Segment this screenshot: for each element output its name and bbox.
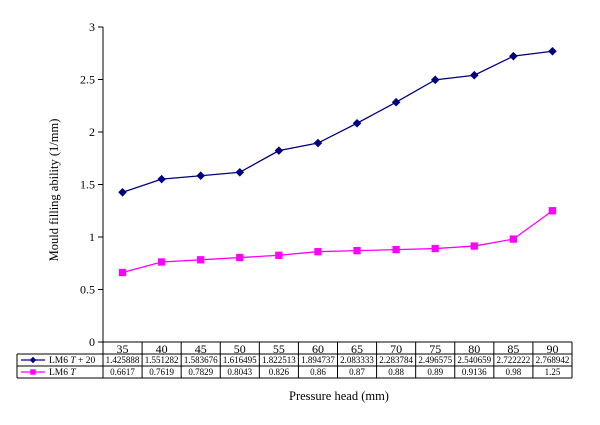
x-tick-label: 65	[351, 342, 363, 356]
table-cell-value: 0.7619	[149, 367, 174, 377]
legend-entry: LM6 T	[49, 368, 76, 378]
data-point-square	[431, 244, 439, 253]
data-point-diamond	[274, 146, 284, 155]
series-line	[122, 50, 553, 193]
table-cell-value: 0.86	[310, 367, 326, 377]
data-point-square	[470, 242, 478, 250]
data-point-diamond	[313, 138, 323, 148]
table-cell-value: 1.616495	[223, 355, 257, 365]
data-point-diamond	[430, 75, 440, 85]
x-axis-title: Pressure head (mm)	[289, 389, 389, 403]
table-cell-value: 0.89	[427, 367, 443, 377]
table-cell-value: 0.7829	[188, 367, 213, 377]
data-point-square	[236, 253, 244, 262]
table-cell-value: 0.88	[388, 367, 404, 377]
table-cell-value: 0.98	[506, 367, 522, 377]
data-point-diamond	[29, 356, 37, 364]
x-tick-label: 55	[273, 342, 285, 356]
data-point-square	[392, 245, 400, 254]
y-tick-label: 0	[89, 335, 95, 349]
table-cell-value: 0.6617	[110, 367, 135, 377]
x-tick-label: 40	[156, 342, 168, 356]
x-tick-label: 45	[195, 342, 207, 356]
x-tick-label: 75	[429, 342, 441, 356]
table-cell-value: 1.425888	[106, 355, 140, 365]
x-tick-label: 90	[546, 342, 558, 356]
y-axis-title: Mould filling ability (1/mm)	[47, 119, 61, 262]
data-point-diamond	[196, 171, 206, 181]
data-point-square	[275, 251, 283, 259]
table-cell-value: 2.083333	[340, 355, 374, 365]
series-layer	[118, 46, 557, 277]
table-cell-value: 0.826	[269, 367, 290, 377]
y-tick-label: 1	[89, 230, 95, 244]
data-point-square	[353, 246, 361, 255]
x-tick-label: 60	[312, 342, 324, 356]
table-cell-value: 2.496575	[418, 355, 452, 365]
data-point-diamond	[469, 70, 479, 80]
plot-area: 0 0.5 1 1.5 2 2.5 3	[80, 20, 104, 349]
data-point-diamond	[548, 46, 557, 56]
data-point-square	[548, 207, 557, 215]
data-point-diamond	[391, 97, 401, 107]
table-cell-value: 1.583676	[184, 355, 218, 365]
x-tick-label: 50	[234, 342, 246, 356]
table-cell-value: 1.894737	[301, 355, 335, 365]
data-point-square	[30, 369, 36, 375]
x-tick-label: 35	[117, 342, 129, 356]
data-point-diamond	[118, 187, 127, 197]
x-tick-label: 70	[390, 342, 402, 356]
table-cell-value: 0.9136	[462, 367, 487, 377]
data-point-square	[197, 256, 205, 264]
data-point-square	[509, 235, 518, 243]
x-tick-label: 85	[507, 342, 519, 356]
data-point-diamond	[235, 167, 245, 177]
series-line	[122, 210, 553, 274]
table-cell-value: 1.822513	[262, 355, 296, 365]
y-tick-label: 2	[89, 125, 95, 139]
y-tick-label: 3	[89, 20, 95, 34]
table-cell-value: 2.722222	[497, 355, 531, 365]
legend-entry: LM6 T + 20	[49, 356, 96, 366]
table-cell-value: 1.25	[545, 367, 561, 377]
table-cell-value: 2.540659	[457, 355, 491, 365]
data-point-square	[118, 268, 127, 277]
y-tick-label: 0.5	[80, 283, 95, 297]
data-point-diamond	[157, 174, 166, 184]
data-point-square	[157, 258, 166, 266]
data-point-diamond	[509, 51, 518, 61]
table-cell-value: 2.768942	[536, 355, 570, 365]
table-cell-value: 0.8043	[227, 367, 252, 377]
y-tick-label: 2.5	[80, 73, 95, 87]
table-cell-value: 1.551282	[145, 355, 179, 365]
data-table: 35 40 45 50 55 60 65 70 75 80 85 90 LM6 T + 20 1.4258…	[16, 341, 573, 379]
table-cell-value: 2.283784	[379, 355, 413, 365]
table-cell-value: 0.87	[349, 367, 365, 377]
x-tick-label: 80	[468, 342, 480, 356]
data-point-diamond	[352, 118, 362, 128]
y-tick-label: 1.5	[80, 178, 95, 192]
data-point-square	[314, 248, 322, 256]
